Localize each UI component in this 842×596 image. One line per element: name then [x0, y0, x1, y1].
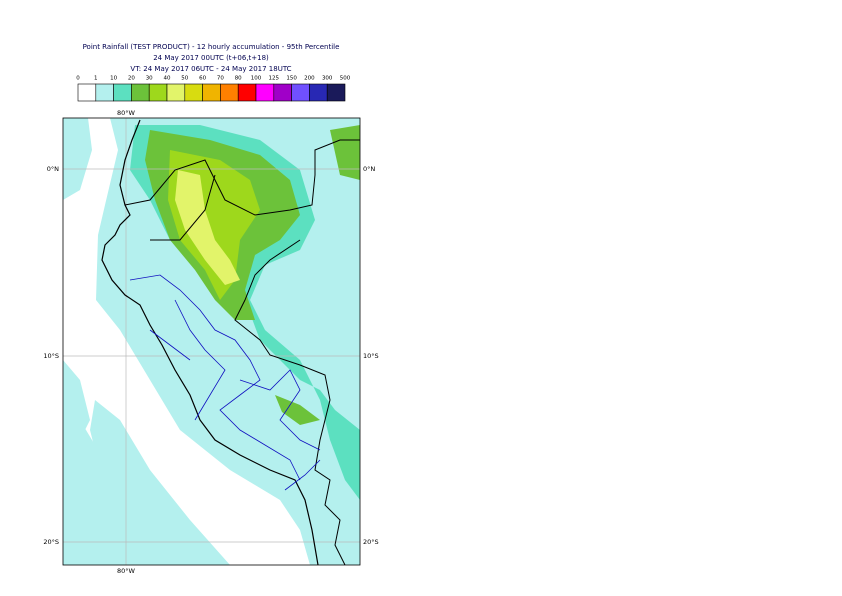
latitude-label: 10°S	[43, 352, 59, 360]
legend-swatch	[184, 83, 203, 102]
latitude-label: 10°S	[363, 352, 379, 360]
legend-level: 500	[340, 76, 351, 82]
legend-level: 125	[269, 76, 280, 82]
legend-swatch	[166, 83, 186, 102]
latitude-label: 20°S	[363, 538, 379, 546]
map-frame	[62, 117, 361, 566]
legend-swatch	[237, 83, 257, 102]
legend-level: 1	[94, 76, 98, 82]
legend-level: 100	[251, 76, 262, 82]
legend-swatch	[326, 83, 346, 102]
longitude-label: 80°W	[117, 567, 136, 575]
longitude-label: 80°W	[117, 109, 136, 117]
rain-40-50	[175, 170, 240, 285]
legend-level: 300	[322, 76, 333, 82]
legend-swatch	[309, 83, 328, 102]
rain-20-30	[330, 125, 360, 180]
latitude-label: 0°N	[47, 165, 59, 173]
legend-level: 30	[146, 76, 153, 82]
legend-swatch	[202, 83, 221, 102]
legend-level: 60	[199, 76, 206, 82]
legend-swatch	[273, 83, 292, 102]
legend-level: 0	[76, 76, 80, 82]
legend-level: 20	[128, 76, 135, 82]
wet-patch	[90, 400, 230, 565]
run-time: 24 May 2017 00UTC (t+06,t+18)	[153, 54, 269, 62]
title: Point Rainfall (TEST PRODUCT) - 12 hourl…	[83, 43, 340, 51]
latitude-label: 0°N	[363, 165, 375, 173]
legend-level: 50	[181, 76, 188, 82]
legend-level: 70	[217, 76, 224, 82]
legend-swatch	[131, 83, 150, 102]
legend-level: 10	[110, 76, 117, 82]
legend-level: 40	[164, 76, 171, 82]
legend-swatch	[148, 83, 168, 102]
regions	[129, 274, 321, 491]
map	[63, 118, 360, 565]
border	[124, 139, 360, 216]
legend-swatch	[291, 83, 310, 102]
legend: 0 1 10 20 30 40 50 60 70 80 100 125 150 200 300 500	[76, 76, 351, 102]
legend-swatch	[113, 83, 132, 102]
legend-level: 80	[235, 76, 242, 82]
latitude-label: 20°S	[43, 538, 59, 546]
legend-swatch	[77, 83, 97, 102]
legend-swatch	[255, 83, 275, 102]
border	[150, 174, 346, 565]
legend-level: 200	[304, 76, 315, 82]
legend-level: 150	[286, 76, 297, 82]
wet-patch	[63, 360, 90, 450]
rain-20-30	[275, 395, 320, 425]
legend-swatch	[220, 83, 239, 102]
legend-swatch	[95, 83, 114, 102]
validity-time: VT: 24 May 2017 06UTC - 24 May 2017 18UT…	[130, 65, 291, 73]
wet-patch	[63, 118, 92, 200]
